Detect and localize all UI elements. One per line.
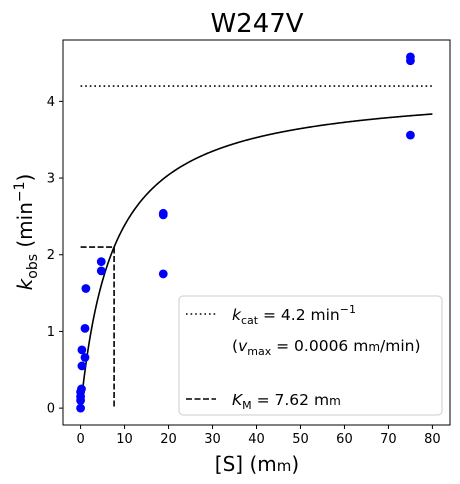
reference-lines [79, 85, 433, 409]
michaelis-menten-curve [79, 113, 433, 409]
x-tick-label: 80 [424, 432, 441, 447]
x-tick-label: 50 [292, 432, 309, 447]
data-point [96, 266, 106, 276]
legend-km-label: KM = 7.62 mm [232, 391, 341, 412]
x-axis-label: [S] (mm) [215, 452, 299, 476]
axis-ticks: 0 10 20 30 40 50 60 70 80 0 1 2 3 4 [47, 95, 441, 447]
y-tick-label: 2 [47, 248, 55, 263]
y-tick-label: 0 [47, 402, 55, 417]
x-tick-label: 70 [380, 432, 397, 447]
x-tick-label: 60 [336, 432, 353, 447]
data-point [80, 353, 90, 362]
data-points [76, 52, 415, 413]
data-point [158, 269, 168, 279]
x-tick-label: 20 [160, 432, 177, 447]
y-tick-label: 3 [47, 172, 55, 187]
legend: kcat = 4.2 min−1 (vmax = 0.0006 mm/min) … [178, 295, 443, 416]
y-axis-label: kobs (min−1) [12, 174, 41, 291]
x-tick-label: 40 [248, 432, 265, 447]
data-point [77, 361, 87, 371]
legend-kcat-label: kcat = 4.2 min−1 [232, 303, 356, 327]
chart-title: W247V [210, 9, 303, 39]
km-line [80, 246, 115, 409]
legend-vmax-label: (vmax = 0.0006 mm/min) [232, 337, 421, 358]
data-point [77, 345, 87, 355]
data-point [77, 384, 86, 394]
legend-box [178, 295, 443, 416]
data-point [76, 403, 85, 413]
data-point [406, 130, 415, 140]
x-tick-label: 0 [76, 432, 84, 447]
x-tick-label: 10 [116, 432, 133, 447]
data-point [406, 52, 415, 62]
data-point [158, 208, 168, 218]
x-tick-label: 30 [204, 432, 221, 447]
y-tick-label: 1 [47, 325, 55, 340]
data-point [80, 323, 90, 333]
data-point [96, 257, 106, 267]
y-tick-label: 4 [47, 95, 55, 110]
data-point [81, 284, 91, 293]
